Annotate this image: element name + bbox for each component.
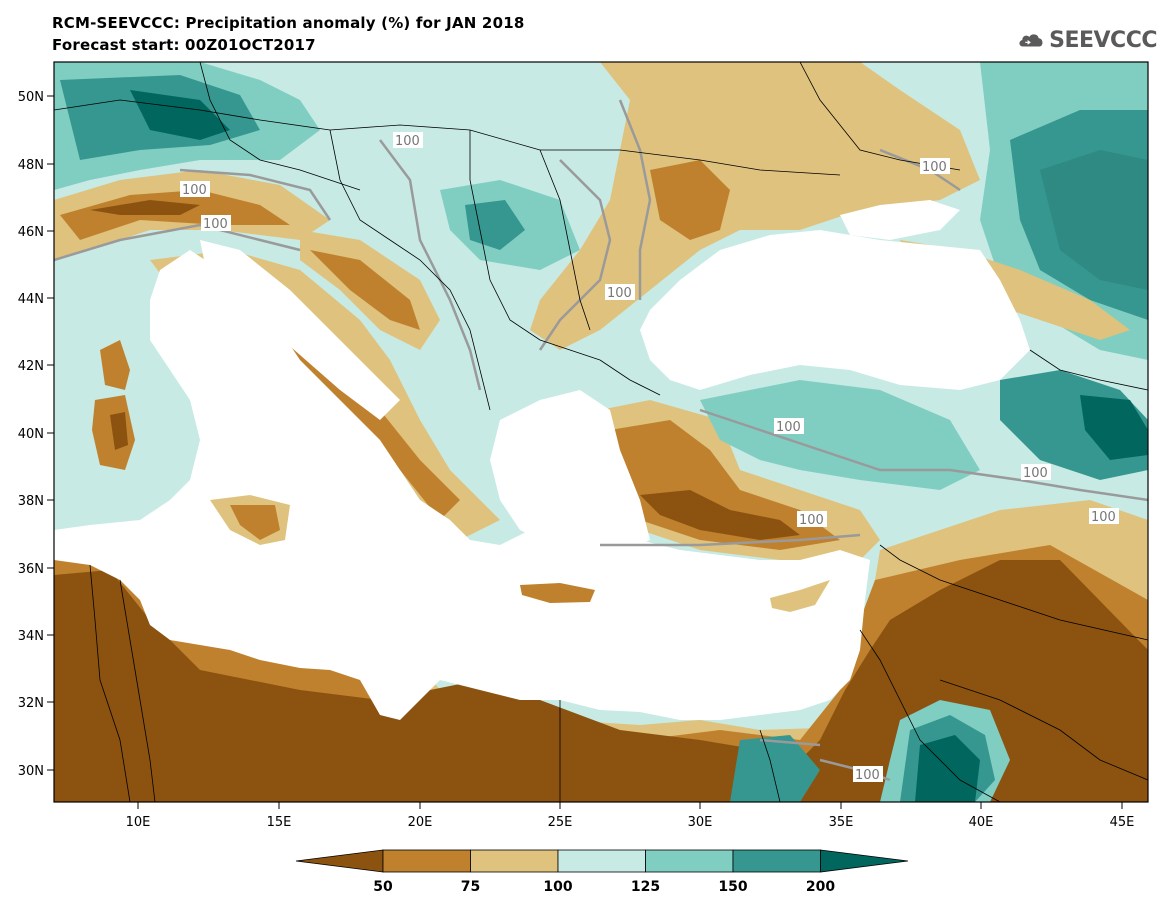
colorbar-swatch xyxy=(470,849,559,873)
colorbar-tick-label: 125 xyxy=(631,879,660,895)
adriatic-sea xyxy=(200,240,400,420)
lon-label: 40E xyxy=(969,815,994,830)
lon-label: 35E xyxy=(829,815,854,830)
colorbar-swatch xyxy=(645,849,734,873)
colorbar-tick-label: 75 xyxy=(461,879,480,895)
contour-label: 100 xyxy=(203,217,228,232)
crete xyxy=(520,583,595,603)
contour-label: 100 xyxy=(607,286,632,301)
field-75-100 xyxy=(530,62,980,350)
lon-label: 45E xyxy=(1110,815,1135,830)
map-frame xyxy=(53,61,1149,803)
colorbar-swatch xyxy=(557,849,646,873)
field-50-75 xyxy=(310,250,420,330)
sicily-core xyxy=(230,505,280,540)
field-150-200 xyxy=(730,735,820,802)
logo-text: SEEVCCC xyxy=(1049,27,1157,53)
lat-label: 48N xyxy=(18,158,44,173)
longitude-labels: 10E 15E 20E 25E 30E 35E 40E 45E xyxy=(126,815,1135,830)
sea-of-azov xyxy=(840,200,960,240)
cyprus xyxy=(770,580,830,612)
black-sea xyxy=(640,230,1030,390)
lat-label: 42N xyxy=(18,359,44,374)
colorbar-tick-label: 50 xyxy=(373,879,393,895)
lat-label: 50N xyxy=(18,90,44,105)
latitude-labels: 50N 48N 46N 44N 42N 40N 38N 36N 34N 32N … xyxy=(18,90,44,779)
map-title: RCM-SEEVCCC: Precipitation anomaly (%) f… xyxy=(52,14,525,32)
colorbar-tick-label: 100 xyxy=(543,879,572,895)
colorbar-swatch xyxy=(295,849,384,873)
contour-label: 100 xyxy=(799,513,824,528)
lon-label: 30E xyxy=(688,815,713,830)
field-above-200 xyxy=(130,90,230,140)
field-below-50 xyxy=(54,560,1148,802)
colorbar-tick-label: 200 xyxy=(806,879,835,895)
colorbar-swatch xyxy=(382,849,471,873)
contour-label: 100 xyxy=(855,768,880,783)
lat-label: 44N xyxy=(18,292,44,307)
cloud-icon xyxy=(1019,34,1043,47)
lat-label: 38N xyxy=(18,494,44,509)
sardinia-core xyxy=(110,412,128,450)
field-below-50 xyxy=(90,200,200,215)
lat-label: 36N xyxy=(18,562,44,577)
field-125-150 xyxy=(700,380,980,490)
lon-label: 20E xyxy=(408,815,433,830)
forecast-start-subtitle: Forecast start: 00Z01OCT2017 xyxy=(52,36,316,54)
colorbar xyxy=(295,849,909,873)
contour-label: 100 xyxy=(1023,466,1048,481)
mediterranean-sea xyxy=(54,250,870,720)
lat-label: 40N xyxy=(18,427,44,442)
colorbar-swatch xyxy=(732,849,821,873)
corsica xyxy=(100,340,130,390)
contour-label: 100 xyxy=(922,160,947,175)
colorbar-tick-label: 150 xyxy=(718,879,747,895)
lat-label: 46N xyxy=(18,225,44,240)
field-below-50 xyxy=(640,490,800,540)
contour-label: 100 xyxy=(776,420,801,435)
contour-label: 100 xyxy=(1091,510,1116,525)
axis-ticks xyxy=(47,95,1123,809)
contour-label: 100 xyxy=(395,134,420,149)
aegean-sea xyxy=(490,390,650,560)
field-50-75 xyxy=(650,160,730,240)
lat-label: 30N xyxy=(18,764,44,779)
field-150-200 xyxy=(465,200,525,250)
contour-labels: 100 100 100 100 100 100 100 100 100 100 xyxy=(180,132,1119,783)
lat-label: 34N xyxy=(18,629,44,644)
field-150-200 xyxy=(1040,150,1148,290)
colorbar-swatch xyxy=(820,849,909,873)
colorbar-labels: 50 75 100 125 150 200 xyxy=(373,879,835,895)
contour-label: 100 xyxy=(182,183,207,198)
lon-label: 15E xyxy=(267,815,292,830)
seevccc-logo: SEEVCCC xyxy=(1017,22,1157,58)
lon-label: 25E xyxy=(548,815,573,830)
lon-label: 10E xyxy=(126,815,151,830)
map-fields xyxy=(54,62,1148,802)
field-above-200 xyxy=(1080,395,1148,460)
lat-label: 32N xyxy=(18,696,44,711)
